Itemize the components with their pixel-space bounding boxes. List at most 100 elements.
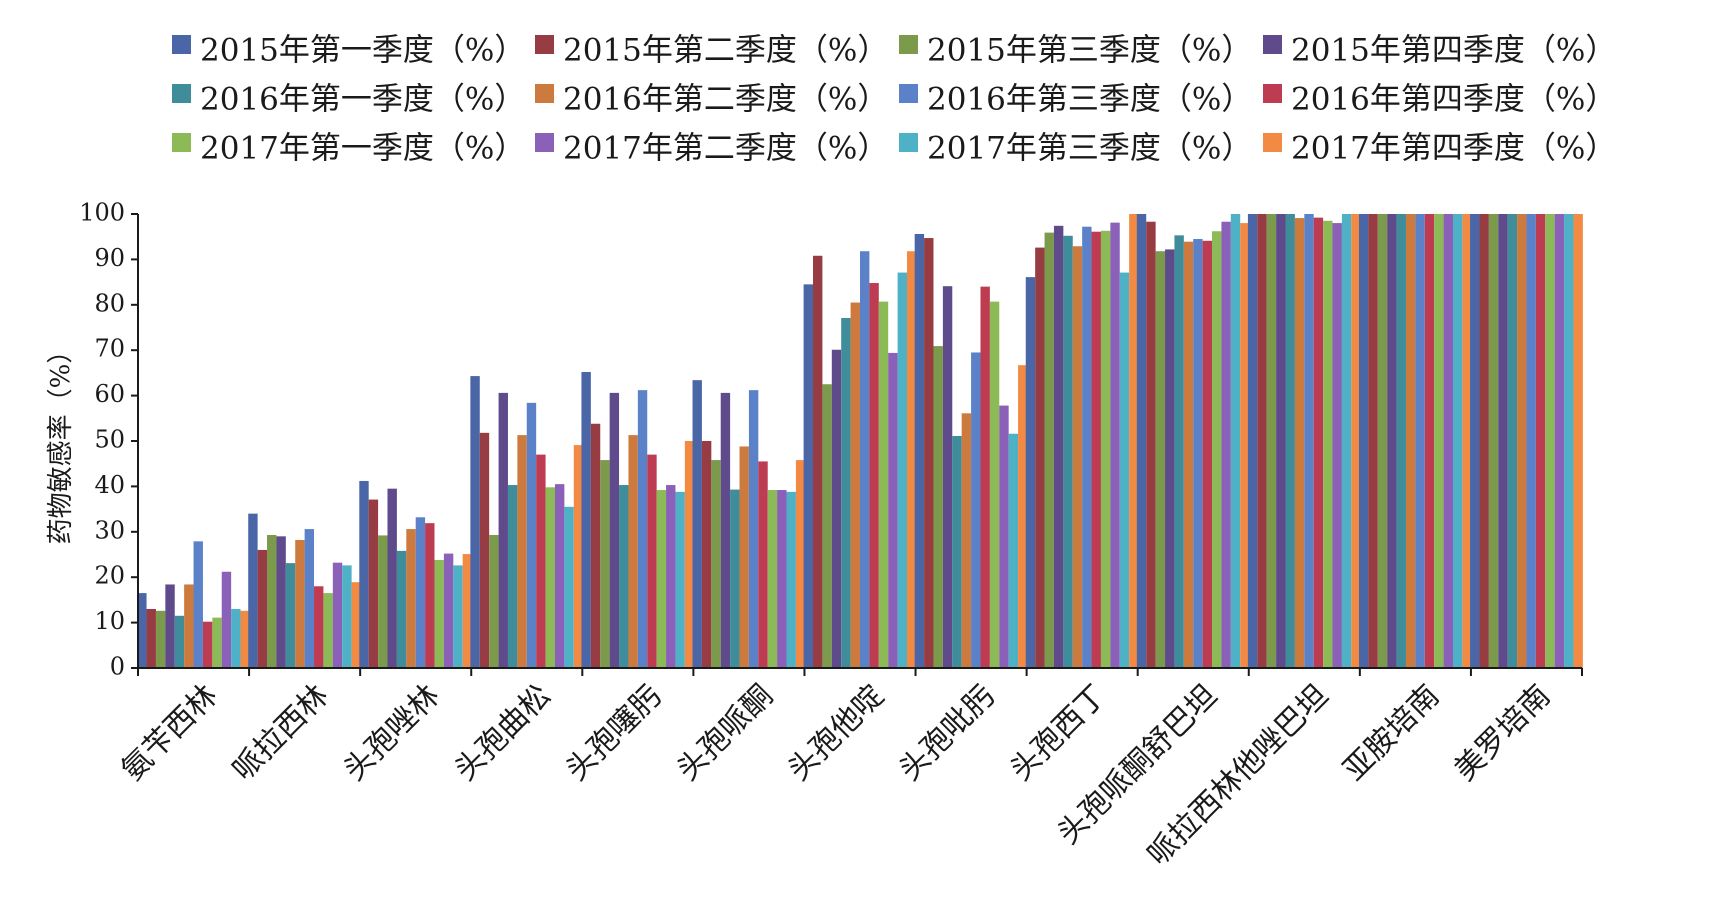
legend-label: 2017年第四季度（%） xyxy=(1291,131,1616,167)
bar xyxy=(813,255,823,668)
y-tick-label: 90 xyxy=(94,244,125,272)
bar xyxy=(359,480,369,668)
bar xyxy=(730,489,740,668)
x-tick-label: 头孢曲松 xyxy=(448,678,558,788)
bar xyxy=(212,617,222,668)
bar xyxy=(184,584,194,668)
bar xyxy=(1405,214,1416,668)
x-tick-label: 头孢唑林 xyxy=(337,678,447,788)
bar xyxy=(267,534,277,668)
bar xyxy=(1202,240,1213,669)
x-tick-label: 哌拉西林 xyxy=(226,678,336,788)
bar xyxy=(1377,214,1388,668)
bar xyxy=(1313,217,1324,668)
bar xyxy=(914,233,925,669)
y-tick-label: 80 xyxy=(94,289,125,317)
bar xyxy=(961,413,972,668)
bar xyxy=(425,523,435,668)
bar xyxy=(1212,231,1222,668)
bar xyxy=(888,352,898,668)
legend-label: 2015年第三季度（%） xyxy=(927,33,1252,69)
bar xyxy=(711,460,721,668)
bar xyxy=(342,565,352,668)
bar xyxy=(1129,214,1139,668)
bar xyxy=(1100,230,1111,669)
bar xyxy=(878,301,889,668)
bar xyxy=(174,615,185,668)
bar xyxy=(231,608,241,668)
bar xyxy=(285,563,296,668)
bar xyxy=(1193,238,1203,668)
bar xyxy=(1470,214,1480,668)
y-tick-label: 20 xyxy=(94,562,125,590)
legend-label: 2016年第三季度（%） xyxy=(927,82,1252,118)
legend-swatch xyxy=(1263,35,1282,54)
y-tick-label: 10 xyxy=(94,607,125,635)
bar xyxy=(1434,214,1444,668)
bar xyxy=(276,536,286,668)
legend-swatch xyxy=(1263,84,1282,103)
bar xyxy=(1183,241,1194,668)
bar xyxy=(536,454,546,668)
legend-label: 2016年第四季度（%） xyxy=(1291,82,1616,118)
bar xyxy=(415,517,426,668)
x-tick-label: 头孢吡肟 xyxy=(892,678,1002,788)
bar xyxy=(637,390,648,668)
bar xyxy=(748,390,759,668)
bar xyxy=(1247,214,1258,668)
legend-swatch xyxy=(899,133,918,152)
y-tick-label: 60 xyxy=(94,380,125,408)
bar xyxy=(831,349,842,668)
bar xyxy=(351,582,362,668)
bar xyxy=(1396,214,1406,668)
bar xyxy=(453,565,463,668)
bar xyxy=(619,485,629,668)
x-tick-label: 亚胺培南 xyxy=(1337,678,1447,788)
bar xyxy=(1304,214,1314,668)
legend-label: 2015年第一季度（%） xyxy=(200,33,525,69)
bar xyxy=(221,571,232,668)
y-tick-label: 30 xyxy=(94,516,125,544)
bar xyxy=(758,461,768,668)
bar xyxy=(1110,222,1120,668)
bar xyxy=(1368,214,1378,668)
legend-swatch xyxy=(172,133,191,152)
bar xyxy=(1091,231,1101,668)
bar xyxy=(573,445,584,668)
bar xyxy=(1035,247,1045,668)
bar xyxy=(1072,246,1083,669)
bar xyxy=(971,352,981,668)
bar xyxy=(1230,214,1241,668)
y-axis: 0 10 20 30 40 50 60 70 80 90 100 xyxy=(79,199,139,681)
bar xyxy=(1174,235,1184,668)
bar xyxy=(240,610,250,668)
bar xyxy=(1564,214,1574,668)
bar xyxy=(498,392,508,668)
legend: 2015年第一季度（%） 2015年第二季度（%） 2015年第三季度（%） 2015… xyxy=(172,33,1616,167)
bar xyxy=(507,485,518,668)
bar xyxy=(1488,214,1499,668)
x-tick-label: 头孢他啶 xyxy=(781,678,891,788)
bar xyxy=(517,435,527,668)
x-tick-label: 头孢西丁 xyxy=(1003,678,1113,788)
bar xyxy=(396,550,407,668)
legend-swatch xyxy=(899,35,918,54)
x-tick-label: 美罗培南 xyxy=(1448,678,1558,788)
bar xyxy=(1025,277,1036,668)
bar xyxy=(470,376,480,668)
bar xyxy=(924,238,934,668)
y-tick-label: 40 xyxy=(94,471,125,499)
bar xyxy=(590,423,601,668)
bar xyxy=(999,405,1009,668)
bar xyxy=(1323,220,1333,668)
legend-label: 2015年第二季度（%） xyxy=(563,33,888,69)
bar xyxy=(942,286,953,668)
bar xyxy=(841,317,851,668)
bar xyxy=(666,485,676,668)
bar xyxy=(822,384,832,668)
bar xyxy=(600,460,610,668)
legend-swatch xyxy=(535,133,554,152)
y-tick-label: 70 xyxy=(94,335,125,363)
legend-label: 2016年第二季度（%） xyxy=(563,82,888,118)
bar xyxy=(1082,226,1092,668)
